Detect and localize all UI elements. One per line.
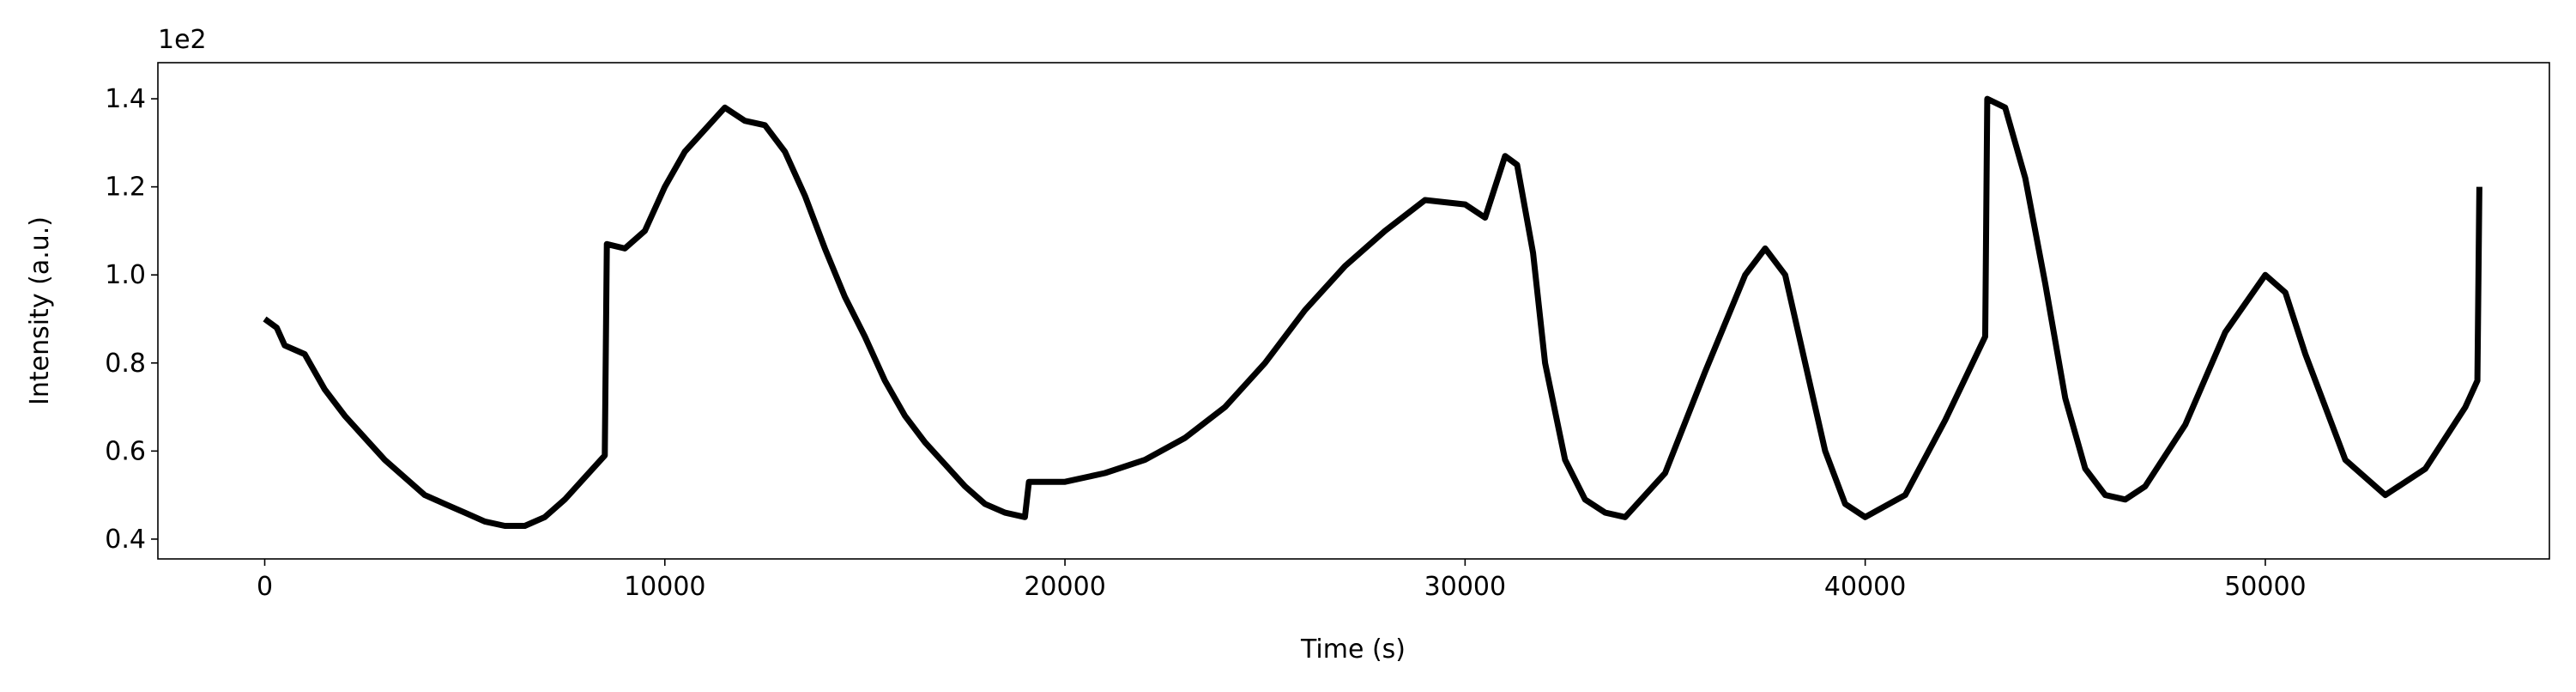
x-tick-label: 30000 [1424, 572, 1506, 602]
x-tick-label: 0 [257, 572, 273, 602]
x-tick-label: 40000 [1824, 572, 1906, 602]
y-tick-label: 1.2 [105, 173, 146, 203]
y-tick-label: 0.6 [105, 436, 146, 466]
y-tick-label: 0.8 [105, 349, 146, 379]
y-tick-label: 1.4 [105, 84, 146, 114]
x-tick-label: 50000 [2224, 572, 2306, 602]
y-offset-label: 1e2 [158, 25, 207, 55]
x-tick-label: 20000 [1024, 572, 1105, 602]
data-line [263, 95, 2482, 529]
y-tick-label: 0.4 [105, 525, 146, 555]
y-tick-label: 1.0 [105, 260, 146, 290]
x-axis-label: Time (s) [1300, 634, 1406, 665]
x-tick-label: 10000 [624, 572, 705, 602]
plot-frame [157, 62, 2550, 560]
y-axis-label: Intensity (a.u.) [25, 216, 55, 405]
